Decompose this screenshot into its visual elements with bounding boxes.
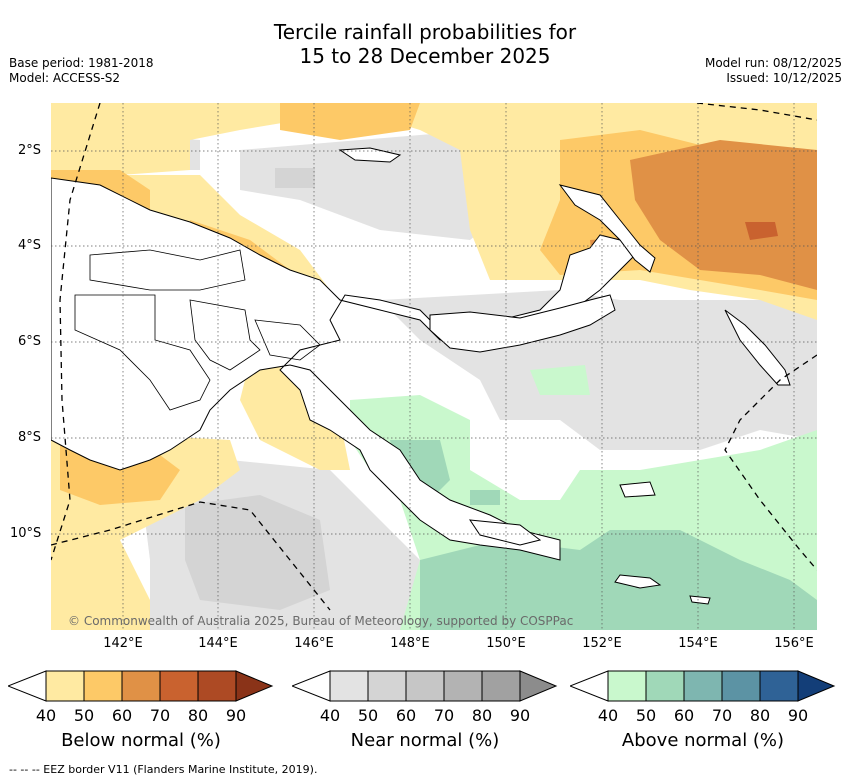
model-name: Model: ACCESS-S2 xyxy=(9,71,121,85)
model-run-date: Model run: 08/12/2025 xyxy=(704,56,842,70)
tick-label: 90 xyxy=(787,706,809,725)
island-group-dentrecasteaux xyxy=(468,519,542,546)
colorbar-swatch xyxy=(45,670,85,702)
lat-label: 2°S xyxy=(18,143,42,158)
tick-label: 40 xyxy=(319,706,341,725)
tick-label: 90 xyxy=(509,706,531,725)
title-line-1: Tercile rainfall probabilities for xyxy=(273,20,577,44)
colorbar-over-triangle xyxy=(235,670,274,702)
tick-label: 90 xyxy=(225,706,247,725)
island-manus xyxy=(338,147,402,163)
colorbar-swatch xyxy=(367,670,407,702)
tick-label: 80 xyxy=(749,706,771,725)
lon-label: 152°E xyxy=(582,636,622,651)
tick-label: 50 xyxy=(73,706,95,725)
below-normal-region xyxy=(630,140,817,290)
colorbar-swatch xyxy=(683,670,723,702)
colorbar-swatch xyxy=(645,670,685,702)
tick-label: 60 xyxy=(111,706,133,725)
lat-label: 10°S xyxy=(10,526,42,541)
new-guinea-coastline xyxy=(51,177,641,561)
lon-label: 144°E xyxy=(198,636,238,651)
lon-label: 150°E xyxy=(486,636,526,651)
island-group-east xyxy=(619,481,656,498)
colorbar-under-triangle xyxy=(6,670,47,702)
below-normal-region xyxy=(745,222,778,240)
lon-label: 154°E xyxy=(678,636,718,651)
legend-caption: Above normal (%) xyxy=(621,730,785,751)
tick-label: 80 xyxy=(187,706,209,725)
model-info: Base period: 1981-2018 Model: ACCESS-S2 xyxy=(9,56,154,86)
island-group-south xyxy=(614,574,662,589)
lat-label: 8°S xyxy=(18,430,42,445)
colorbar-swatch xyxy=(197,670,237,702)
colorbar-under-triangle xyxy=(568,670,609,702)
colorbar-under-triangle xyxy=(290,670,331,702)
colorbar-swatch xyxy=(159,670,199,702)
lon-label: 146°E xyxy=(294,636,334,651)
legend-caption: Below normal (%) xyxy=(61,730,221,751)
colorbar-swatch xyxy=(121,670,161,702)
legend-caption: Near normal (%) xyxy=(350,730,500,751)
base-period: Base period: 1981-2018 xyxy=(9,56,154,70)
tick-label: 50 xyxy=(357,706,379,725)
near-normal-region xyxy=(700,320,780,390)
island-new-britain xyxy=(429,294,616,353)
colorbar-over-triangle xyxy=(797,670,836,702)
colorbar-swatch xyxy=(607,670,647,702)
tick-label: 70 xyxy=(149,706,171,725)
colorbar-swatch xyxy=(405,670,445,702)
near-normal-region xyxy=(275,168,315,188)
legend-above-normal: 40 50 60 70 80 90 Above normal (%) xyxy=(568,670,836,751)
below-normal-region xyxy=(240,360,350,470)
lat-label: 6°S xyxy=(18,334,42,349)
eez-footnote: -- -- -- EEZ border V11 (Flanders Marine… xyxy=(9,763,318,776)
map-title: Tercile rainfall probabilities for 15 to… xyxy=(0,20,850,68)
tick-label: 70 xyxy=(433,706,455,725)
colorbar-swatch xyxy=(329,670,369,702)
map-body xyxy=(51,103,817,630)
tick-label: 60 xyxy=(395,706,417,725)
colorbar-swatch xyxy=(83,670,123,702)
colorbar-swatch xyxy=(443,670,483,702)
lon-label: 148°E xyxy=(390,636,430,651)
above-normal-region xyxy=(470,490,500,505)
legend-below-normal: 40 50 60 70 80 90 Below normal (%) xyxy=(6,670,274,751)
lon-label: 142°E xyxy=(103,636,143,651)
tick-label: 50 xyxy=(635,706,657,725)
lat-label: 4°S xyxy=(18,238,42,253)
tick-label: 70 xyxy=(711,706,733,725)
legend-near-normal: 40 50 60 70 80 90 Near normal (%) xyxy=(290,670,558,751)
issued-date: Issued: 10/12/2025 xyxy=(726,71,842,85)
lon-label: 156°E xyxy=(774,636,814,651)
colorbar-swatch xyxy=(721,670,761,702)
below-normal-region xyxy=(280,103,420,140)
colorbar-swatch xyxy=(759,670,799,702)
near-normal-region xyxy=(240,130,520,240)
tick-label: 80 xyxy=(471,706,493,725)
colorbar-near-normal xyxy=(290,670,558,702)
colorbar-above-normal xyxy=(568,670,836,702)
tick-label: 40 xyxy=(35,706,57,725)
tick-label: 60 xyxy=(673,706,695,725)
province-boundaries xyxy=(74,249,321,411)
colorbar-over-triangle xyxy=(519,670,558,702)
copyright-notice: © Commonwealth of Australia 2025, Bureau… xyxy=(68,614,574,628)
run-info: Model run: 08/12/2025 Issued: 10/12/2025 xyxy=(705,56,842,86)
near-normal-region xyxy=(185,495,330,610)
island-group-south xyxy=(689,595,711,605)
colorbar-swatch xyxy=(481,670,521,702)
eez-border xyxy=(51,103,817,611)
island-bougainville xyxy=(724,309,791,386)
tick-label: 40 xyxy=(597,706,619,725)
colorbar-below-normal xyxy=(6,670,274,702)
island-new-ireland xyxy=(558,184,656,273)
above-normal-region xyxy=(530,365,590,395)
title-line-2: 15 to 28 December 2025 xyxy=(299,44,551,68)
